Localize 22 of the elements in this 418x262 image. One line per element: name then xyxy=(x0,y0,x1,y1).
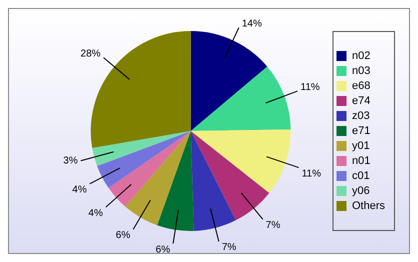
data-label: 4% xyxy=(88,208,103,219)
legend-label: y06 xyxy=(352,185,370,198)
data-label: 14% xyxy=(242,18,262,30)
legend-label: y01 xyxy=(352,140,370,152)
legend-label: n01 xyxy=(352,155,370,168)
legend-label: z03 xyxy=(352,110,370,122)
data-label: 7% xyxy=(266,220,280,232)
data-label: 11% xyxy=(300,82,320,93)
legend-label: e71 xyxy=(352,125,370,138)
data-label: 11% xyxy=(302,168,322,180)
legend-label: Others xyxy=(352,200,386,212)
legend-label: e68 xyxy=(352,80,370,92)
legend-label: e74 xyxy=(352,95,370,108)
data-label: 3% xyxy=(63,156,78,167)
legend-label: c01 xyxy=(352,170,370,182)
legend-label: n03 xyxy=(352,65,370,78)
data-label: 28% xyxy=(80,48,101,60)
data-label: 6% xyxy=(156,244,170,256)
data-label: 7% xyxy=(222,242,236,254)
data-label: 6% xyxy=(116,230,130,242)
legend-label: n02 xyxy=(352,50,370,62)
data-label: 4% xyxy=(72,184,87,196)
